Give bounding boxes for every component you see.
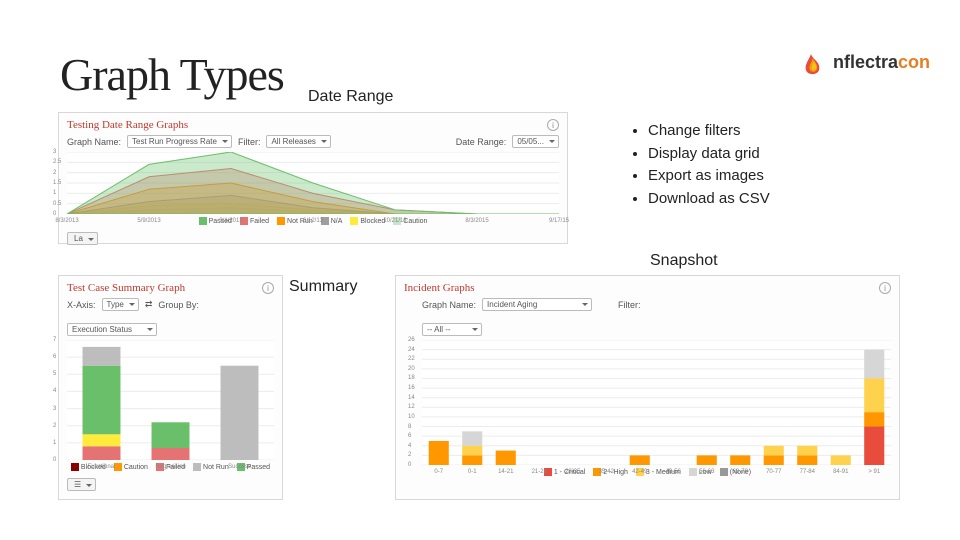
brand-logo: nflectracon: [799, 48, 930, 76]
groupby-label: Group By:: [158, 300, 199, 310]
swap-icon[interactable]: ⇄: [145, 299, 153, 310]
slide: Graph Types nflectracon Date Range Snaps…: [0, 0, 960, 540]
panel-toolbar: Graph Name: Incident Aging Filter: -- Al…: [396, 296, 899, 340]
groupby-select[interactable]: Execution Status: [67, 323, 157, 336]
bullet-item: Change filters: [648, 120, 770, 143]
summary-chart: 01234567FunctionalRegressionSuccess: [67, 340, 274, 460]
page-title: Graph Types: [60, 48, 284, 101]
panel-toolbar: X-Axis: Type ⇄ Group By: Execution Statu…: [59, 296, 282, 340]
info-icon[interactable]: i: [547, 119, 559, 131]
bullet-item: Display data grid: [648, 143, 770, 166]
panel-date-range: Testing Date Range Graphs i Graph Name: …: [58, 112, 568, 244]
filter-select[interactable]: -- All --: [422, 323, 482, 336]
info-icon[interactable]: i: [262, 282, 274, 294]
filter-select[interactable]: All Releases: [266, 135, 330, 148]
panel-toolbar: Graph Name: Test Run Progress Rate Filte…: [59, 133, 567, 152]
graph-name-select[interactable]: Incident Aging: [482, 298, 592, 311]
logo-text-2: con: [898, 52, 930, 73]
export-button[interactable]: La: [67, 232, 98, 245]
bullet-item: Export as images: [648, 165, 770, 188]
label-date-range: Date Range: [308, 88, 393, 106]
panel-title: Testing Date Range Graphs: [59, 113, 567, 133]
filter-label: Filter:: [618, 300, 641, 310]
panel-title: Test Case Summary Graph: [59, 276, 282, 296]
date-range-select[interactable]: 05/05...: [512, 135, 559, 148]
filter-label: Filter:: [238, 137, 261, 147]
xaxis-label: X-Axis:: [67, 300, 96, 310]
label-summary: Summary: [289, 278, 357, 296]
panel-title: Incident Graphs: [396, 276, 899, 296]
logo-text-1: nflectra: [833, 52, 898, 73]
flame-icon: [799, 48, 827, 76]
graph-name-select[interactable]: Test Run Progress Rate: [127, 135, 232, 148]
label-snapshot: Snapshot: [650, 252, 718, 270]
date-range-chart: 00.511.522.538/3/20135/9/20139/1/20136/1…: [67, 152, 559, 214]
xaxis-select[interactable]: Type: [102, 298, 139, 311]
feature-bullets: Change filters Display data grid Export …: [630, 120, 770, 210]
bullet-item: Download as CSV: [648, 188, 770, 211]
graph-name-label: Graph Name:: [67, 137, 121, 147]
date-range-label: Date Range:: [456, 137, 507, 147]
export-button[interactable]: ☰: [67, 478, 96, 491]
graph-name-label: Graph Name:: [422, 300, 476, 310]
panel-snapshot: Incident Graphs i Graph Name: Incident A…: [395, 275, 900, 500]
snapshot-chart: 024681012141618202224260-70-114-2121-282…: [422, 340, 891, 465]
info-icon[interactable]: i: [879, 282, 891, 294]
panel-summary: Test Case Summary Graph i X-Axis: Type ⇄…: [58, 275, 283, 500]
